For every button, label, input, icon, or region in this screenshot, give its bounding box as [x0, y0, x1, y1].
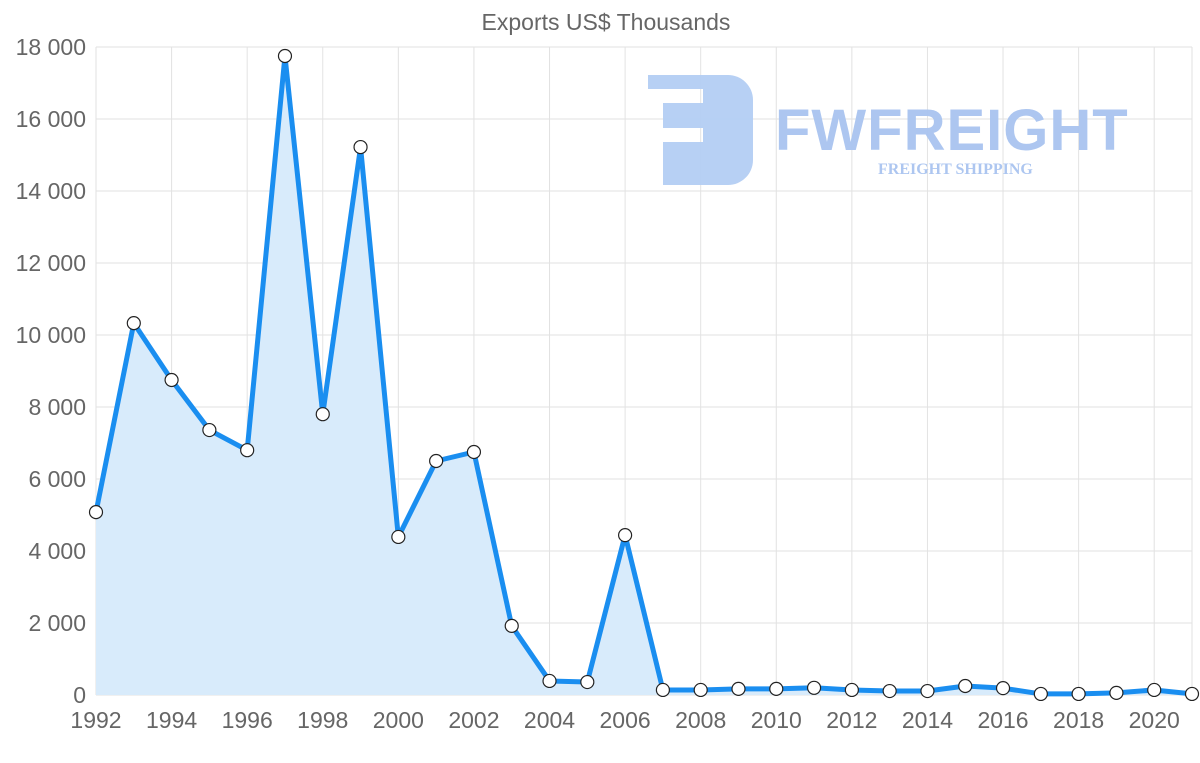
data-point — [844, 682, 859, 698]
data-point — [504, 618, 519, 633]
x-tick-label: 2002 — [448, 707, 499, 733]
y-tick-label: 16 000 — [16, 106, 86, 132]
data-point — [466, 444, 482, 460]
series-area — [96, 56, 1192, 695]
data-point — [693, 682, 708, 698]
y-tick-label: 10 000 — [16, 322, 86, 348]
y-tick-label: 2 000 — [28, 610, 86, 636]
y-tick-label: 18 000 — [16, 34, 86, 60]
series-marks — [88, 48, 1200, 702]
data-point — [429, 453, 444, 469]
data-point — [618, 528, 633, 543]
y-tick-label: 12 000 — [16, 250, 86, 276]
data-point — [1147, 682, 1162, 698]
x-tick-label: 1994 — [146, 707, 197, 733]
data-point — [88, 505, 104, 520]
x-tick-label: 1998 — [297, 707, 348, 733]
data-point — [202, 422, 217, 438]
data-point — [391, 529, 406, 545]
data-point — [769, 681, 784, 696]
data-point — [1184, 686, 1200, 702]
x-tick-label: 2006 — [600, 707, 651, 733]
x-tick-label: 2014 — [902, 707, 953, 733]
x-tick-label: 2004 — [524, 707, 575, 733]
data-point — [995, 681, 1011, 696]
data-point — [1071, 686, 1086, 702]
y-tick-label: 4 000 — [28, 538, 86, 564]
x-tick-label: 2012 — [826, 707, 877, 733]
data-point — [806, 680, 822, 695]
logo-mark-icon — [648, 75, 753, 185]
x-tick-label: 1992 — [70, 707, 121, 733]
y-tick-label: 0 — [73, 682, 86, 708]
watermark-tagline: FREIGHT SHIPPING — [878, 161, 1033, 178]
data-point — [1033, 686, 1048, 702]
data-point — [277, 48, 293, 64]
data-point — [240, 443, 255, 458]
data-point — [1109, 685, 1124, 700]
x-tick-label: 2020 — [1129, 707, 1180, 733]
axis-labels: 0 2 000 4 000 6 000 8 000 10 000 12 000 14 000 1… — [16, 34, 1180, 733]
y-tick-label: 14 000 — [16, 178, 86, 204]
data-point — [958, 678, 973, 694]
watermark-logo: FWFREIGHT FREIGHT SHIPPING — [648, 75, 1129, 185]
x-tick-label: 2000 — [373, 707, 424, 733]
data-point — [164, 372, 179, 388]
data-point — [882, 683, 897, 699]
x-tick-label: 2010 — [751, 707, 802, 733]
x-tick-label: 1996 — [222, 707, 273, 733]
data-point — [655, 682, 670, 698]
data-point — [542, 673, 557, 689]
watermark-brand: FWFREIGHT — [775, 98, 1129, 163]
y-tick-label: 6 000 — [28, 466, 86, 492]
chart-title: Exports US$ Thousands — [482, 9, 731, 35]
data-point — [731, 681, 746, 696]
data-point — [580, 674, 595, 690]
x-tick-label: 2018 — [1053, 707, 1104, 733]
data-point — [353, 139, 368, 155]
y-tick-label: 8 000 — [28, 394, 86, 420]
x-tick-label: 2008 — [675, 707, 726, 733]
data-point — [126, 316, 141, 331]
data-point — [315, 407, 330, 422]
data-point — [920, 683, 935, 699]
x-tick-label: 2016 — [977, 707, 1028, 733]
